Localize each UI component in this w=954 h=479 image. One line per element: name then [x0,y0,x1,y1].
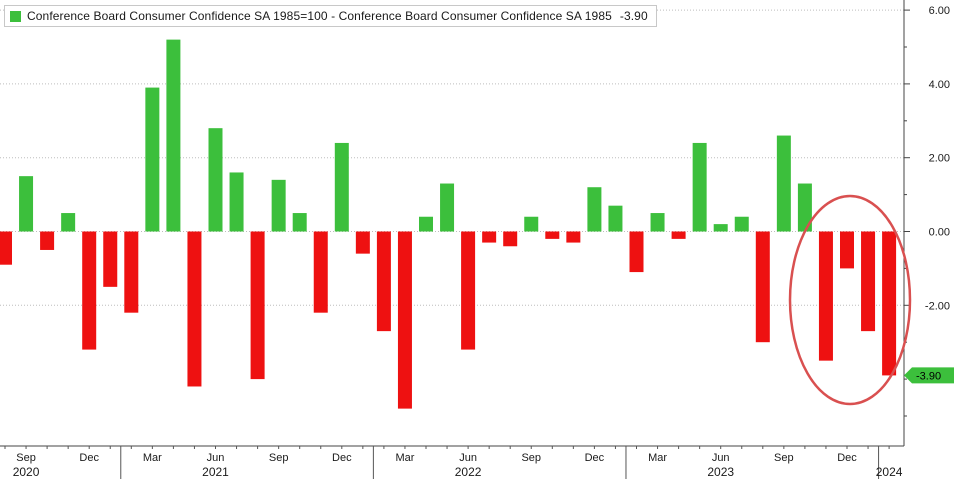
bar-2021-05 [208,128,223,232]
bar-2023-03 [671,231,686,239]
bar-2022-10 [566,231,581,243]
legend-last-value: -3.90 [619,9,648,23]
highlight-circle [788,194,912,406]
bar-2024-01 [882,231,897,376]
bar-2020-07 [0,231,12,265]
bar-2021-03 [166,39,181,232]
bar-2020-09 [40,231,55,250]
x-tick-label-8: Sep [521,452,541,464]
x-tick-label-3: Jun [207,452,225,464]
x-year-label-0: 2020 [13,465,40,479]
x-tick-label-1: Dec [79,452,99,464]
bar-2022-01 [376,231,391,332]
bar-2023-11 [840,231,854,269]
bars [0,39,897,409]
x-year-label-4: 2024 [876,465,903,479]
bar-2022-12 [608,205,623,232]
bar-2021-10 [313,231,328,313]
bar-2021-09 [292,213,307,232]
last-value-tag [904,367,954,384]
x-tick-label-2: Mar [143,452,162,464]
bar-2023-09 [797,183,812,232]
bar-2021-04 [187,231,202,387]
bar-2022-05 [461,231,476,350]
bar-2020-12 [103,231,118,287]
x-tick-label-4: Sep [269,452,289,464]
bar-2022-08 [524,216,539,232]
x-axis-ticks: Sep Dec Mar Jun Sep Dec Mar Jun Sep Dec Mar Jun Sep D… [4,446,903,479]
bar-2021-06 [229,172,244,232]
x-tick-label-11: Jun [712,452,730,464]
x-year-label-3: 2023 [707,465,734,479]
y-tick-label-1: 4.00 [929,79,950,91]
bar-2022-07 [503,231,518,247]
y-tick-label-3: 0.00 [929,227,950,239]
bar-2023-01 [629,231,644,273]
bar-2020-11 [82,231,97,350]
legend-swatch [10,10,21,22]
axes [0,0,905,447]
legend: Conference Board Consumer Confidence SA … [4,5,657,27]
last-value-marker: -3.90 [904,367,954,384]
bar-2022-11 [587,187,602,232]
bar-2021-07 [250,231,265,380]
bar-2023-06 [734,216,749,232]
bar-2023-02 [650,213,665,232]
bar-2021-12 [355,231,370,254]
x-tick-label-7: Jun [459,452,477,464]
bar-2020-10 [61,213,76,232]
bar-2023-10 [818,231,833,361]
bar-2022-06 [482,231,497,243]
bar-2023-07 [755,231,770,343]
bar-2022-09 [545,231,560,239]
bar-2021-01 [124,231,139,313]
bar-2023-05 [713,224,728,232]
y-tick-label-0: 6.00 [929,5,950,17]
x-tick-label-9: Dec [585,452,605,464]
x-tick-label-6: Mar [395,452,414,464]
bar-2021-08 [271,179,286,232]
bar-2021-11 [334,142,349,232]
bar-2022-02 [397,231,412,409]
x-tick-label-0: Sep [16,452,36,464]
bar-2023-12 [861,231,876,332]
bar-2022-04 [440,183,455,232]
bar-2023-04 [692,142,707,232]
y-tick-label-2: 2.00 [929,153,950,165]
x-tick-label-10: Mar [648,452,667,464]
bar-2021-02 [145,87,160,232]
axis-background [904,0,954,479]
bar-2020-08 [19,176,34,232]
legend-series-label: Conference Board Consumer Confidence SA … [27,9,612,23]
x-axis-background [0,446,904,479]
y-axis-ticks: 6.00 4.00 2.00 0.00 -2.00 [904,5,950,417]
bar-2022-03 [419,216,433,232]
bar-2023-08 [776,135,791,232]
x-year-label-1: 2021 [202,465,229,479]
x-tick-label-13: Dec [837,452,857,464]
x-year-label-2: 2022 [455,465,482,479]
x-tick-label-5: Dec [332,452,352,464]
last-value-label: -3.90 [916,370,941,382]
x-tick-label-12: Sep [774,452,794,464]
y-tick-label-4: -2.00 [925,300,950,312]
